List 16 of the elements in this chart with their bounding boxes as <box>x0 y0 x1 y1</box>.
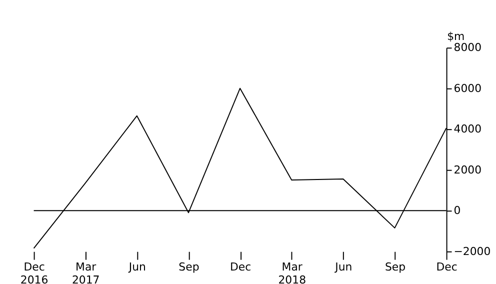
x-tick-label: Dec <box>230 260 252 274</box>
y-tick-label: 4000 <box>454 122 482 136</box>
x-tick-label: Mar 2017 <box>72 260 100 284</box>
y-tick-label: 2000 <box>454 163 482 176</box>
x-tick-label: Dec 2016 <box>20 260 48 284</box>
y-tick-label: 0 <box>454 204 461 218</box>
y-axis-title: $m <box>447 30 465 44</box>
x-tick-label: Jun <box>128 260 146 274</box>
x-tick-label: Jun <box>334 260 352 274</box>
y-tick-label: 6000 <box>454 82 482 95</box>
y-tick-label: −2000 <box>454 244 491 258</box>
x-tick-label: Sep <box>178 260 200 274</box>
x-tick-label: Mar 2018 <box>278 260 306 284</box>
x-tick-label: Dec <box>436 260 458 274</box>
x-tick-label: Sep <box>384 260 406 274</box>
y-tick-label: 8000 <box>454 41 482 54</box>
